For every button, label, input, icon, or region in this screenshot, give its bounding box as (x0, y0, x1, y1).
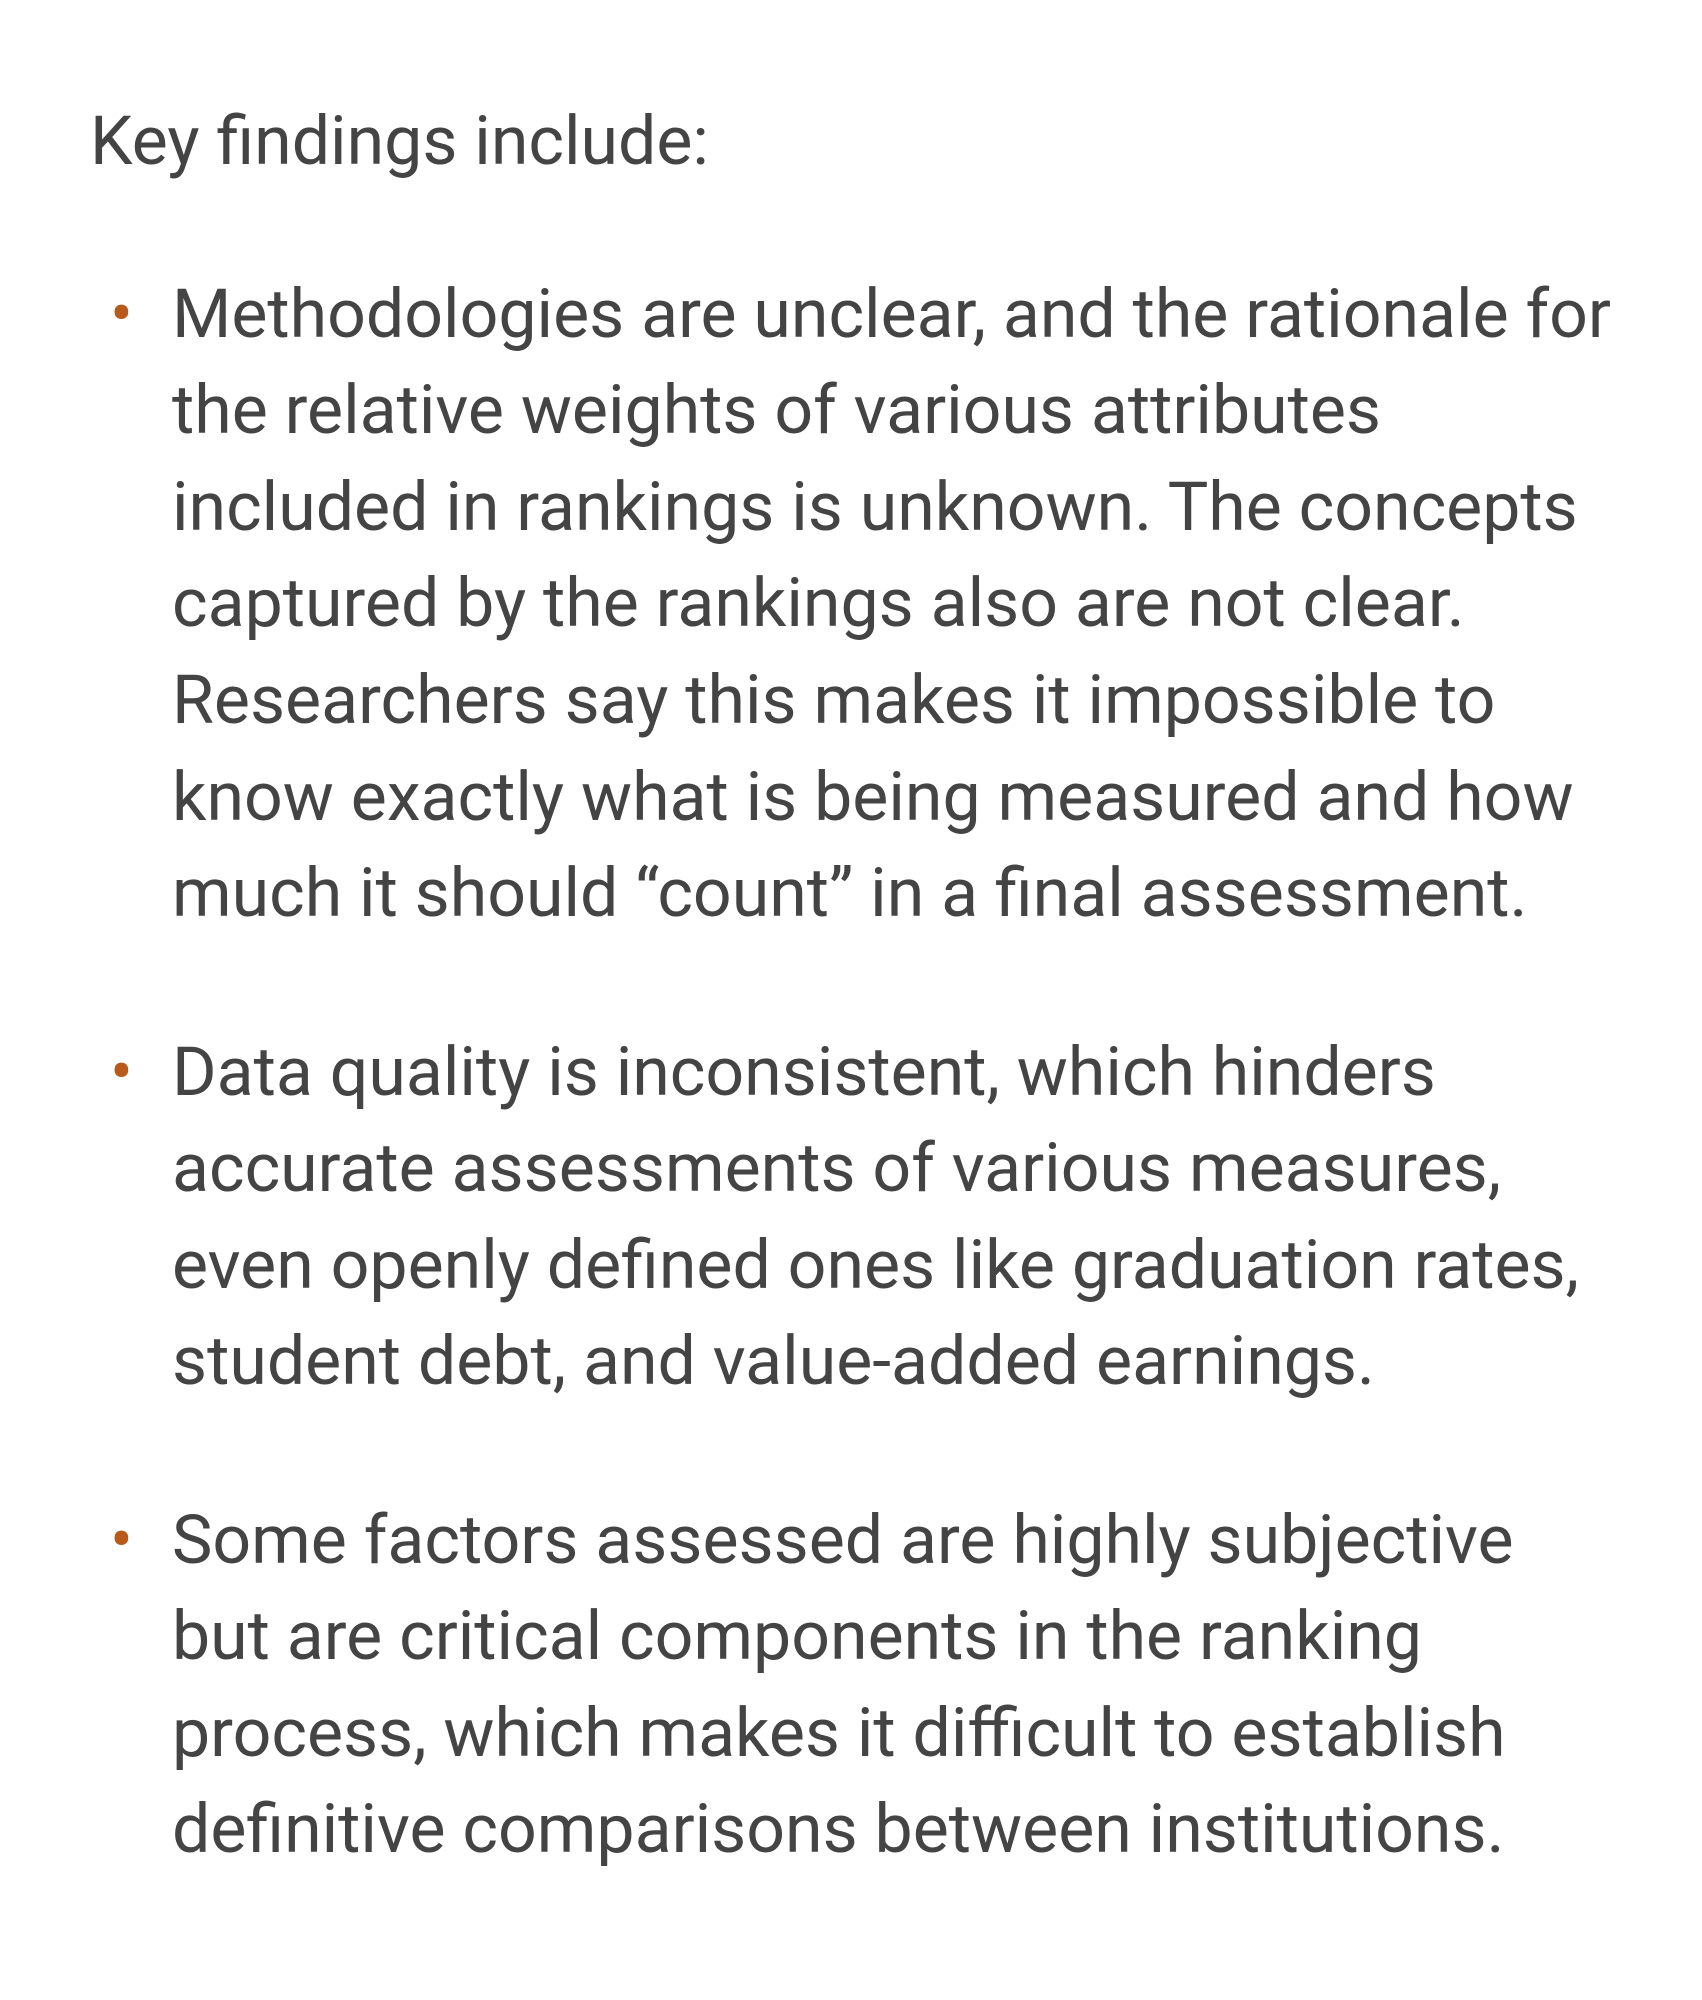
intro-text: Key findings include: (90, 96, 1612, 188)
list-item: Data quality is inconsistent, which hind… (172, 1024, 1612, 1410)
list-item: Some factors assessed are highly subject… (172, 1492, 1612, 1878)
findings-list: Methodologies are unclear, and the ratio… (90, 266, 1612, 1878)
article-container: Key findings include: Methodologies are … (0, 0, 1702, 1918)
list-item: Methodologies are unclear, and the ratio… (172, 266, 1612, 942)
